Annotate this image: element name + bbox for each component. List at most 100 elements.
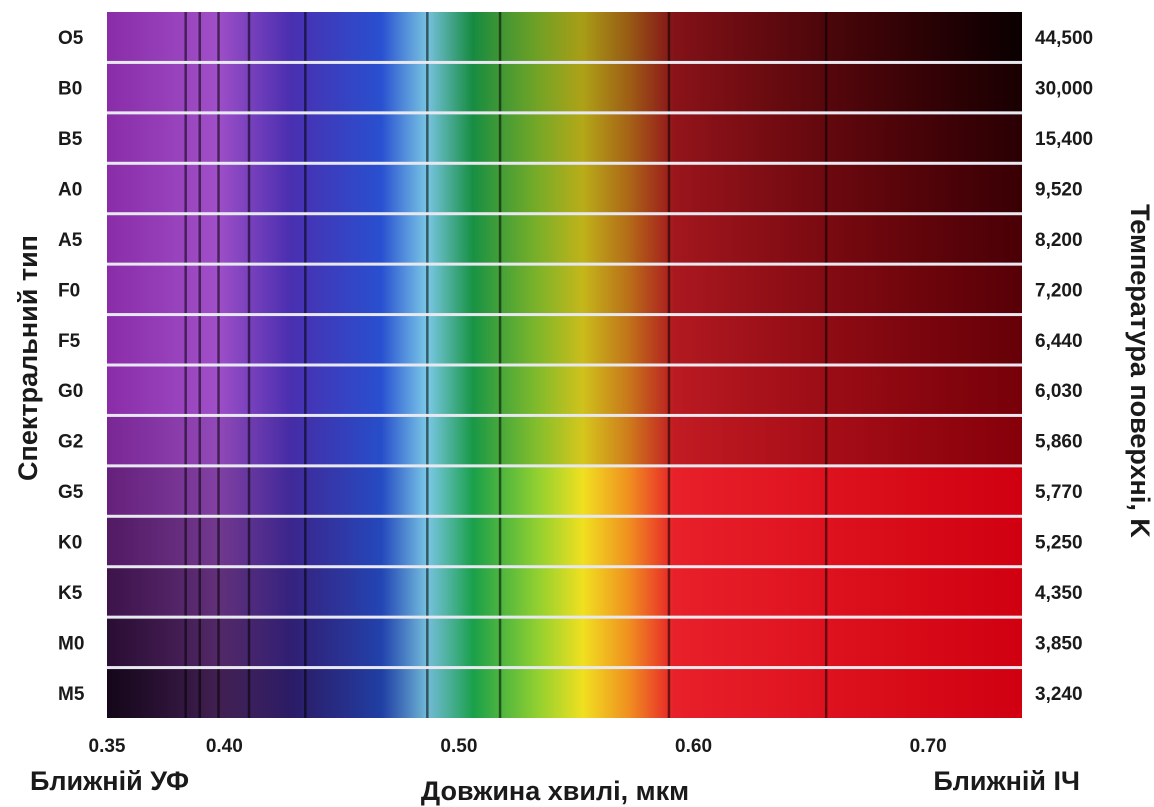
x-tick-label: 0.40 [206,736,243,757]
spectral-type-label: K0 [58,533,82,554]
spectral-type-label: M5 [58,684,85,705]
absorption-line [247,516,251,567]
absorption-line [217,264,220,315]
absorption-line [198,566,201,618]
absorption-line [426,516,429,567]
absorption-line [426,213,429,265]
spectral-type-label: A0 [58,180,82,201]
absorption-line [217,617,220,668]
absorption-line [498,12,502,63]
absorption-line [426,415,429,466]
absorption-line [667,415,671,466]
absorption-line [198,264,201,315]
spectrum-row-k5 [107,565,1022,618]
red-end-dimming [381,264,1022,315]
row-separator [107,464,1022,468]
blue-end-dimming [107,667,473,718]
absorption-line [247,465,251,517]
row-separator [107,262,1022,266]
absorption-line [247,163,251,214]
x-tick-label: 0.35 [89,736,126,757]
spectral-type-label: B0 [58,79,82,100]
blue-end-dimming [107,617,473,668]
absorption-line [247,566,251,618]
temperature-label: 4,350 [1035,583,1083,604]
spectral-type-labels: O5 B0 B5 A0 A5 F0 F5 G0 G2 G5 K0 K5 M0 M5 [58,28,85,705]
red-end-dimming [381,365,1022,416]
absorption-line [667,264,671,315]
temperature-label: 6,440 [1035,331,1083,352]
red-end-dimming [381,213,1022,265]
row-separator [107,363,1022,367]
absorption-line [667,112,671,164]
blue-end-dimming [107,516,473,567]
absorption-line [498,617,502,668]
absorption-line [217,465,220,517]
absorption-line [304,667,307,718]
red-end-dimming [381,415,1022,466]
absorption-line [304,62,307,113]
absorption-line [217,566,220,618]
absorption-line [247,12,251,63]
row-separator [107,666,1022,670]
absorption-line [498,213,502,265]
absorption-line [667,566,671,618]
row-separator [107,514,1022,518]
absorption-line [824,667,828,718]
absorption-line [198,667,201,718]
x-tick-labels: 0.35 0.40 0.50 0.60 0.70 [89,736,947,757]
red-end-dimming [381,112,1022,164]
row-separator [107,212,1022,216]
absorption-line [426,264,429,315]
absorption-line [498,314,502,365]
row-separator [107,413,1022,417]
absorption-line [184,314,187,365]
absorption-line [304,617,307,668]
absorption-line [426,566,429,618]
absorption-line [824,62,828,113]
absorption-line [667,314,671,365]
absorption-line [184,213,187,265]
absorption-line [667,465,671,517]
absorption-line [217,62,220,113]
absorption-line [304,112,307,164]
absorption-line [824,213,828,265]
absorption-line [247,415,251,466]
spectrum-row-b0 [107,60,1022,113]
absorption-line [184,62,187,113]
absorption-line [247,62,251,113]
spectrum-row-f5 [107,313,1022,365]
absorption-line [426,465,429,517]
temperature-label: 30,000 [1035,79,1093,100]
absorption-line [198,213,201,265]
spectrum-row-g5 [107,464,1022,517]
absorption-line [498,566,502,618]
absorption-line [217,314,220,365]
absorption-line [498,365,502,416]
absorption-line [184,12,187,63]
absorption-line [824,163,828,214]
spectrum-row-b5 [107,111,1022,164]
absorption-line [498,62,502,113]
absorption-line [217,415,220,466]
temperature-label: 3,240 [1035,684,1083,705]
x-axis-label: Довжина хвилі, мкм [421,776,689,806]
absorption-line [824,415,828,466]
absorption-line [184,112,187,164]
absorption-line [498,264,502,315]
absorption-line [184,566,187,618]
absorption-line [184,365,187,416]
row-separator [107,111,1022,115]
absorption-line [198,617,201,668]
absorption-line [498,163,502,214]
near-uv-label: Ближній УФ [30,766,189,796]
absorption-line [217,213,220,265]
row-separator [107,161,1022,165]
spectrum-row-m0 [107,615,1022,668]
red-end-dimming [381,62,1022,113]
spectral-type-label: F0 [58,280,80,301]
absorption-line [304,163,307,214]
absorption-line [824,264,828,315]
absorption-line [667,365,671,416]
absorption-line [304,264,307,315]
